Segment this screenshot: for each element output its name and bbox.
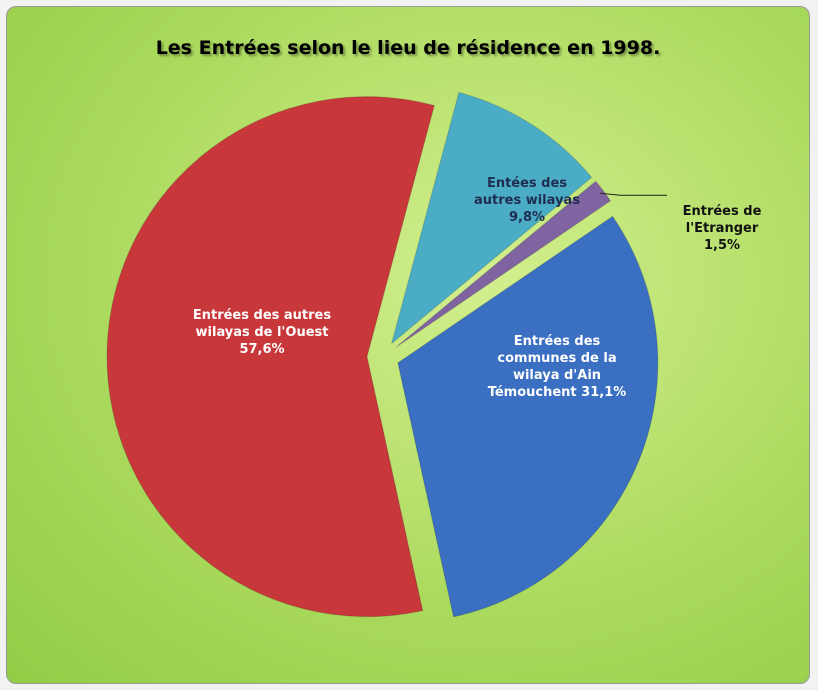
- category-name: Entrées des autres wilayas de l'Ouest: [192, 308, 332, 340]
- data-label: Entrées de l'Etranger 1,5%: [667, 203, 777, 254]
- leader-line: [600, 192, 667, 196]
- value-label: 1,5%: [703, 238, 741, 253]
- pie-slice: [390, 91, 593, 345]
- value-label: 9,8%: [508, 210, 546, 225]
- pie-slice: [395, 180, 612, 348]
- chart-title: Les Entrées selon le lieu de résidence e…: [155, 37, 661, 59]
- value-label: 57,6%: [239, 342, 285, 357]
- category-name: Entées des autres wilayas: [473, 176, 580, 208]
- data-label: Entrées des autres wilayas de l'Ouest 57…: [177, 307, 347, 358]
- category-name: Entrées de l'Etranger: [682, 204, 762, 236]
- data-label: Entées des autres wilayas 9,8%: [462, 175, 592, 226]
- category-name: Entrées des communes de la wilaya d'Ain …: [487, 334, 617, 400]
- chart-area: Les Entrées selon le lieu de résidence e…: [6, 6, 810, 684]
- pie-slice: [397, 215, 659, 618]
- data-label: Entrées des communes de la wilaya d'Ain …: [482, 333, 632, 401]
- chart: [106, 91, 667, 618]
- pie-slice: [106, 96, 435, 618]
- value-label: 31,1%: [581, 385, 627, 400]
